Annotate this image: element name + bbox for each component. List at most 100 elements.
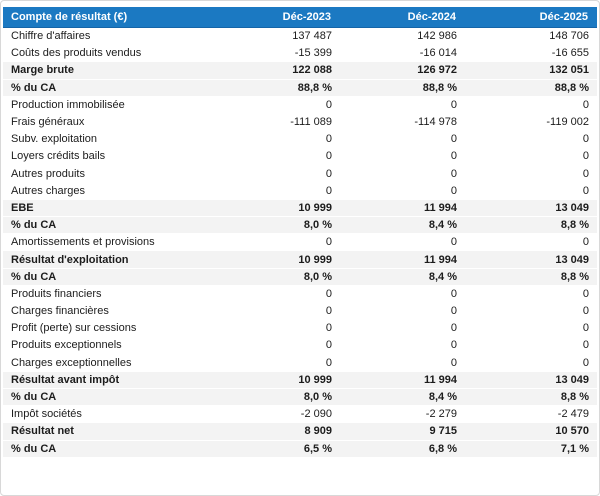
table-row: Coûts des produits vendus -15 399 -16 014-… <box>3 45 597 63</box>
cell-value: -16 014 <box>340 45 465 63</box>
row-label: Marge brute <box>3 62 218 80</box>
row-label: EBE <box>3 199 218 218</box>
row-label: Résultat avant impôt <box>3 371 218 389</box>
row-label: Résultat d'exploitation <box>3 251 218 269</box>
cell-value: 7,1 % <box>465 440 597 458</box>
cell-value: 148 706 <box>465 28 597 46</box>
cell-value: 88,8 % <box>340 79 465 97</box>
table-title-cell: Compte de résultat (€) <box>3 7 218 28</box>
cell-value: 8,8 % <box>465 268 597 286</box>
cell-value: 0 <box>340 320 465 338</box>
cell-value: 10 570 <box>465 423 597 441</box>
table-row: Autres produits 0 0 0 <box>3 165 597 183</box>
table-row: Frais généraux -111 089 -114 978 -119 002 <box>3 113 597 132</box>
row-label: % du CA <box>3 268 218 286</box>
row-label: Impôt sociétés <box>3 406 218 424</box>
cell-value: 0 <box>465 285 597 303</box>
cell-value: 0 <box>465 320 597 338</box>
row-label: Amortissements et provisions <box>3 234 218 252</box>
table-row: Produits exceptionnels 0 0 0 <box>3 337 597 355</box>
cell-value: 0 <box>340 285 465 303</box>
table-row: Charges financières 0 0 0 <box>3 303 597 321</box>
cell-value: -16 655 <box>465 45 597 63</box>
cell-value: 8,8 % <box>465 217 597 235</box>
cell-value: 142 986 <box>340 28 465 46</box>
cell-value: 0 <box>218 337 340 355</box>
cell-value: 0 <box>465 234 597 252</box>
row-label: % du CA <box>3 440 218 458</box>
cell-value: 132 051 <box>465 62 597 80</box>
cell-value: 8,0 % <box>218 388 340 407</box>
cell-value: 8,0 % <box>218 217 340 235</box>
cell-value: -119 002 <box>465 113 597 132</box>
cell-value: -15 399 <box>218 45 340 63</box>
cell-value: 0 <box>340 234 465 252</box>
table-row: % du CA 6,5 % 6,8 % 7,1 % <box>3 440 597 458</box>
cell-value: 0 <box>218 182 340 200</box>
cell-value: 0 <box>218 320 340 338</box>
cell-value: 0 <box>465 131 597 149</box>
table-row: Charges exceptionnelles 0 0 0 <box>3 354 597 372</box>
table-row: Chiffre d'affaires 137 487 142 986 148 706 <box>3 28 597 46</box>
table-row: Résultat d'exploitation 10 999 11 994 13 04… <box>3 251 597 269</box>
cell-value: 0 <box>218 165 340 183</box>
cell-value: 137 487 <box>218 28 340 46</box>
cell-value: 0 <box>465 182 597 200</box>
cell-value: 0 <box>218 303 340 321</box>
income-statement-table: Compte de résultat (€) Déc-2023 Déc-2024… <box>3 7 597 458</box>
cell-value: 8,4 % <box>340 217 465 235</box>
table-row: Production immobilisée 0 0 0 <box>3 96 597 114</box>
cell-value: 11 994 <box>340 199 465 218</box>
row-label: Profit (perte) sur cessions <box>3 320 218 338</box>
table-row: Autres charges 0 0 0 <box>3 182 597 200</box>
row-label: Loyers crédits bails <box>3 148 218 166</box>
cell-value: 13 049 <box>465 199 597 218</box>
row-label: Autres produits <box>3 165 218 183</box>
table-row: % du CA 8,0 % 8,4 % 8,8 % <box>3 268 597 286</box>
cell-value: 9 715 <box>340 423 465 441</box>
table-body: Chiffre d'affaires 137 487 142 986 148 706 C… <box>3 28 597 458</box>
cell-value: 0 <box>218 234 340 252</box>
cell-value: 0 <box>465 165 597 183</box>
cell-value: 88,8 % <box>218 79 340 97</box>
cell-value: 0 <box>218 96 340 114</box>
cell-value: 0 <box>340 337 465 355</box>
table-row: Marge brute 122 088 126 972 132 051 <box>3 62 597 80</box>
cell-value: 0 <box>340 165 465 183</box>
column-header-dec-2023: Déc-2023 <box>218 7 340 28</box>
cell-value: 0 <box>465 96 597 114</box>
cell-value: -2 090 <box>218 406 340 424</box>
cell-value: 13 049 <box>465 251 597 269</box>
row-label: % du CA <box>3 79 218 97</box>
cell-value: 10 999 <box>218 199 340 218</box>
table-row: Résultat avant impôt 10 999 11 994 13 049 <box>3 371 597 389</box>
cell-value: 0 <box>218 285 340 303</box>
cell-value: 0 <box>218 354 340 372</box>
cell-value: 11 994 <box>340 371 465 389</box>
row-label: Chiffre d'affaires <box>3 28 218 46</box>
column-header-dec-2024: Déc-2024 <box>340 7 465 28</box>
cell-value: 8,4 % <box>340 388 465 407</box>
table-row: Amortissements et provisions 0 0 0 <box>3 234 597 252</box>
table-row: Produits financiers 0 0 0 <box>3 285 597 303</box>
cell-value: 0 <box>465 148 597 166</box>
row-label: Résultat net <box>3 423 218 441</box>
cell-value: 11 994 <box>340 251 465 269</box>
cell-value: 0 <box>340 96 465 114</box>
table-row: % du CA 8,0 % 8,4 % 8,8 % <box>3 217 597 235</box>
row-label: % du CA <box>3 388 218 407</box>
row-label: Frais généraux <box>3 113 218 132</box>
table-row: Subv. exploitation 0 0 0 <box>3 131 597 149</box>
cell-value: 0 <box>465 354 597 372</box>
cell-value: -2 479 <box>465 406 597 424</box>
table-row: % du CA 88,8 % 88,8 % 88,8 % <box>3 79 597 97</box>
table-row: Résultat net 8 909 9 715 10 570 <box>3 423 597 441</box>
table-row: % du CA 8,0 % 8,4 % 8,8 % <box>3 388 597 407</box>
cell-value: 0 <box>340 182 465 200</box>
cell-value: 0 <box>218 148 340 166</box>
cell-value: 10 999 <box>218 251 340 269</box>
cell-value: 8,8 % <box>465 388 597 407</box>
row-label: Charges financières <box>3 303 218 321</box>
row-label: Produits exceptionnels <box>3 337 218 355</box>
